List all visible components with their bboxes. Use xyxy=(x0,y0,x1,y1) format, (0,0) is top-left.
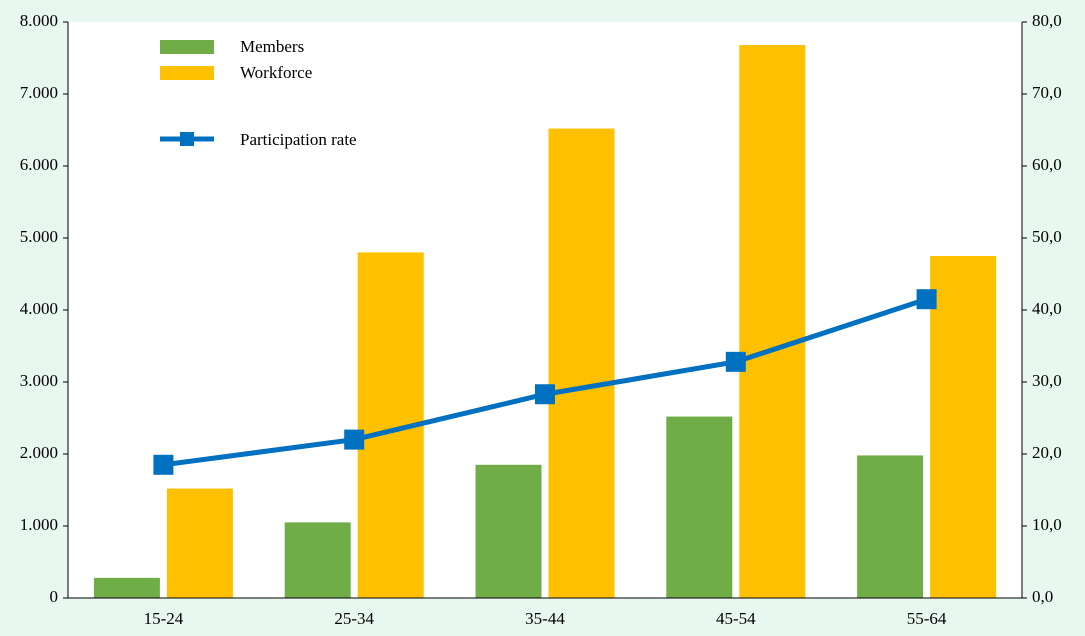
x-tick-label: 55-64 xyxy=(907,609,947,628)
bar xyxy=(857,455,924,598)
y-tick-label: 3.000 xyxy=(20,371,58,390)
y2-tick-label: 40,0 xyxy=(1032,299,1062,318)
y2-tick-label: 10,0 xyxy=(1032,515,1062,534)
legend-label: Workforce xyxy=(240,63,312,82)
line-marker xyxy=(725,351,746,372)
y2-tick-label: 70,0 xyxy=(1032,83,1062,102)
legend-marker xyxy=(180,132,194,146)
legend-label: Participation rate xyxy=(240,130,357,149)
y-tick-label: 2.000 xyxy=(20,443,58,462)
y-tick-label: 1.000 xyxy=(20,515,58,534)
bar xyxy=(666,416,733,598)
y-tick-label: 8.000 xyxy=(20,11,58,30)
x-tick-label: 35-44 xyxy=(525,609,565,628)
y2-tick-label: 80,0 xyxy=(1032,11,1062,30)
line-marker xyxy=(153,454,174,475)
bar xyxy=(475,464,542,598)
y2-tick-label: 60,0 xyxy=(1032,155,1062,174)
y-tick-label: 4.000 xyxy=(20,299,58,318)
x-tick-label: 15-24 xyxy=(144,609,184,628)
bar xyxy=(166,488,233,598)
y2-tick-label: 0,0 xyxy=(1032,587,1053,606)
y-tick-label: 5.000 xyxy=(20,227,58,246)
bar xyxy=(284,522,351,598)
y-tick-label: 0 xyxy=(50,587,59,606)
y2-tick-label: 20,0 xyxy=(1032,443,1062,462)
y-tick-label: 7.000 xyxy=(20,83,58,102)
line-marker xyxy=(535,384,555,405)
line-marker xyxy=(916,289,937,310)
y-tick-label: 6.000 xyxy=(20,155,58,174)
bar xyxy=(548,128,615,598)
bar xyxy=(739,45,806,599)
y2-tick-label: 50,0 xyxy=(1032,227,1062,246)
y2-tick-label: 30,0 xyxy=(1032,371,1062,390)
legend-swatch xyxy=(160,40,214,54)
x-tick-label: 25-34 xyxy=(334,609,374,628)
bar xyxy=(930,256,997,598)
legend-swatch xyxy=(160,66,214,80)
x-tick-label: 45-54 xyxy=(716,609,756,628)
bar xyxy=(93,577,160,598)
legend-label: Members xyxy=(240,37,304,56)
line-marker xyxy=(344,429,365,450)
